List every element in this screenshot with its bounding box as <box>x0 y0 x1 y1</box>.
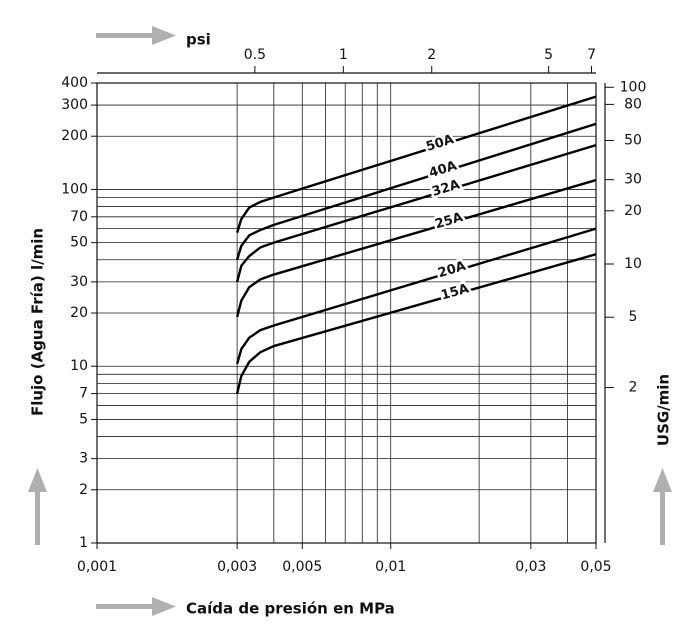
y-tick-label: 50 <box>70 235 88 251</box>
y2-tick-label: 20 <box>624 203 642 219</box>
y-tick-label: 5 <box>79 411 88 427</box>
x-tick-label: 0,003 <box>217 559 257 575</box>
y2-tick-label: 100 <box>620 79 647 95</box>
x-tick-label: 0,001 <box>77 559 117 575</box>
y-tick-label: 20 <box>70 305 88 321</box>
x2-title: psi <box>186 31 211 49</box>
y-tick-label: 7 <box>79 386 88 402</box>
x-tick-label: 0,03 <box>515 559 546 575</box>
y2-tick-label: 50 <box>624 132 642 148</box>
x2-tick-label: 5 <box>544 47 553 63</box>
series-label: 20A <box>436 259 467 281</box>
series-line <box>235 95 597 233</box>
y-tick-label: 300 <box>61 97 88 113</box>
y2-tick-label: 2 <box>629 380 638 396</box>
x-tick-label: 0,05 <box>580 559 611 575</box>
y-tick-label: 70 <box>70 209 88 225</box>
x2-tick-label: 7 <box>587 47 596 63</box>
y-tick-label: 400 <box>61 75 88 91</box>
x2-tick-label: 0.5 <box>244 47 266 63</box>
series-line <box>235 227 597 365</box>
y2-tick-label: 10 <box>624 256 642 272</box>
series-line <box>235 122 597 261</box>
x-tick-label: 0,005 <box>282 559 322 575</box>
y-tick-label: 3 <box>79 451 88 467</box>
y-tick-label: 1 <box>79 535 88 551</box>
y2-tick-label: 80 <box>624 96 642 112</box>
series-label: 50A <box>424 132 455 155</box>
y-title: Flujo (Agua Fría) l/min <box>29 228 47 416</box>
series-line <box>235 144 597 283</box>
y-tick-label: 30 <box>70 274 88 290</box>
series-line <box>235 178 597 318</box>
y-tick-label: 100 <box>61 181 88 197</box>
y2-tick-label: 5 <box>629 309 638 325</box>
x2-tick-label: 2 <box>427 47 436 63</box>
x-title: Caída de presión en MPa <box>186 600 395 618</box>
y-tick-label: 200 <box>61 128 88 144</box>
y-tick-label: 10 <box>70 358 88 374</box>
y2-tick-label: 30 <box>624 172 642 188</box>
arrows <box>28 26 672 616</box>
y2-title: USG/min <box>655 374 673 446</box>
x-tick-label: 0,01 <box>375 559 406 575</box>
x2-tick-label: 1 <box>339 47 348 63</box>
y-tick-label: 2 <box>79 482 88 498</box>
series-label: 15A <box>439 281 470 303</box>
series-line <box>235 253 597 394</box>
series-label: 32A <box>430 177 461 200</box>
